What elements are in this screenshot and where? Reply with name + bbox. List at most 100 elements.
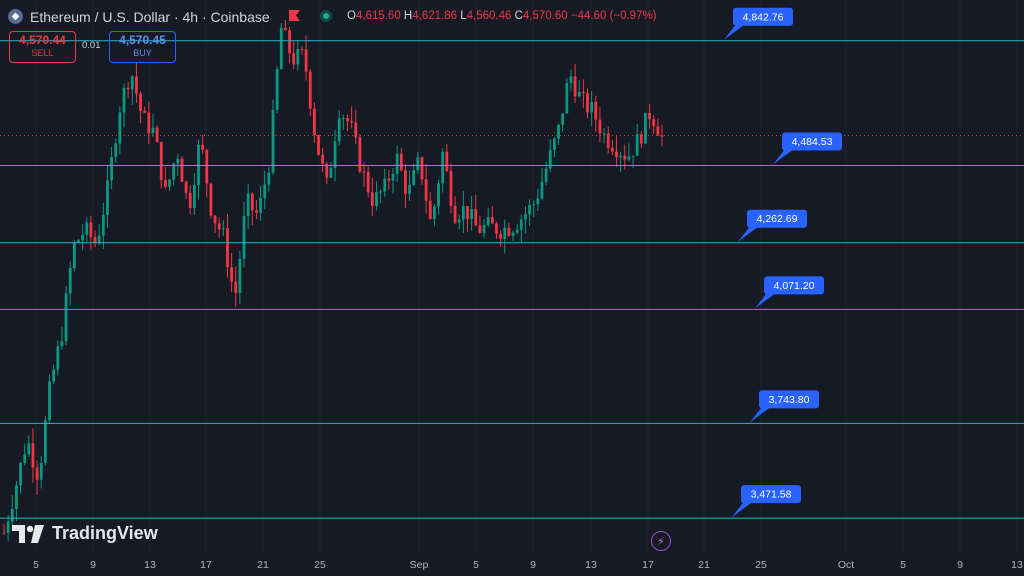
x-tick-label: 21 (698, 559, 710, 571)
candle-body (486, 217, 490, 225)
candle-body (362, 171, 366, 173)
level-label-text: 3,743.80 (769, 394, 810, 406)
candle-body (126, 87, 130, 90)
candle-body (296, 49, 300, 65)
candle-body (606, 133, 610, 148)
ethereum-icon: ◆ (8, 9, 23, 24)
sell-button[interactable]: 4,570.44 SELL (9, 31, 76, 63)
level-label[interactable]: 4,842.76 (724, 7, 793, 40)
candle-body (10, 508, 14, 522)
candle-body (644, 113, 647, 144)
close-value: 4,570.60 (522, 10, 568, 22)
candle-body (449, 171, 453, 207)
candle-body (205, 149, 209, 184)
candle-body (60, 341, 64, 347)
level-label[interactable]: 4,484.53 (773, 132, 842, 165)
candle-body (139, 93, 142, 111)
candle-body (553, 138, 556, 151)
candle-body (250, 193, 254, 211)
candle-body (159, 141, 163, 181)
candle-body (143, 110, 147, 113)
candle-body (503, 227, 507, 239)
price-chart[interactable]: 4,842.76 4,484.53 4,262.69 4,071.20 3,743.80… (0, 0, 1024, 555)
candle-body (15, 485, 18, 509)
candle-body (424, 179, 428, 201)
candle-body (441, 151, 445, 184)
tradingview-logo[interactable]: TradingView (12, 523, 158, 544)
candle-body (511, 232, 515, 236)
x-tick-label: 9 (90, 559, 96, 571)
buy-button[interactable]: 4,570.45 BUY (109, 31, 176, 63)
x-tick-label: 17 (642, 559, 654, 571)
lightning-icon[interactable]: ⚡ (651, 531, 671, 551)
x-tick-label: 21 (257, 559, 269, 571)
candle-body (561, 113, 565, 125)
candle-body (27, 443, 31, 455)
candle-body (308, 71, 312, 109)
candle-body (482, 224, 486, 233)
candle-body (598, 119, 602, 134)
candle-body (507, 227, 511, 236)
change-value: −44.60 (−0.97%) (570, 10, 657, 22)
market-status-icon[interactable] (320, 10, 332, 22)
candle-body (151, 127, 155, 134)
candle-body (2, 532, 6, 534)
candle-body (106, 180, 109, 215)
buy-label: BUY (133, 48, 152, 58)
candle-body (271, 109, 275, 173)
candle-body (230, 267, 234, 282)
candle-body (536, 198, 540, 205)
candle-body (147, 112, 151, 134)
candle-body (172, 163, 176, 180)
candle-body (213, 215, 217, 224)
candle-body (379, 191, 382, 193)
candle-body (259, 197, 262, 213)
candle-body (337, 118, 341, 142)
x-tick-label: 5 (900, 559, 906, 571)
candle-body (300, 49, 304, 51)
candle-body (478, 225, 482, 233)
candle-body (263, 184, 267, 198)
candle-body (155, 127, 159, 142)
candle-body (118, 112, 122, 144)
candle-body (387, 178, 391, 181)
candle-body (544, 168, 548, 182)
candle-body (586, 93, 589, 113)
candle-body (346, 118, 349, 122)
candle-body (72, 242, 76, 268)
candle-body (631, 155, 635, 157)
candle-body (188, 192, 192, 208)
candle-body (519, 219, 523, 230)
low-label: L (460, 10, 467, 22)
candle-body (197, 144, 200, 185)
candle-body (610, 147, 614, 152)
candle-body (284, 27, 287, 31)
candle-body (64, 293, 68, 342)
level-label[interactable]: 4,262.69 (738, 209, 807, 242)
candle-body (43, 420, 47, 463)
level-label[interactable]: 3,471.58 (732, 485, 801, 518)
candle-body (656, 126, 660, 136)
candle-body (31, 443, 35, 468)
candle-body (279, 27, 283, 70)
candle-body (341, 118, 345, 120)
level-label[interactable]: 3,743.80 (750, 390, 819, 423)
symbol-title[interactable]: Ethereum / U.S. Dollar · 4h · Coinbase (30, 9, 270, 25)
candle-body (391, 173, 395, 181)
tradingview-logo-icon (12, 524, 44, 543)
flag-icon[interactable] (289, 10, 300, 21)
candle-body (168, 179, 171, 187)
candle-body (581, 92, 585, 94)
x-tick-label: 13 (144, 559, 156, 571)
x-tick-label: 13 (585, 559, 597, 571)
candle-body (635, 134, 639, 156)
candle-body (68, 267, 72, 294)
time-axis[interactable]: 5 9 13 17 21 25 Sep 5 9 13 17 21 25 Oct 5 9 13 (0, 555, 1024, 576)
candle-body (221, 228, 225, 230)
candle-body (226, 228, 229, 268)
candle-body (52, 369, 56, 382)
candle-body (408, 185, 411, 194)
x-tick-label: 5 (33, 559, 39, 571)
candle-body (532, 204, 536, 206)
level-label[interactable]: 4,071.20 (755, 276, 824, 309)
